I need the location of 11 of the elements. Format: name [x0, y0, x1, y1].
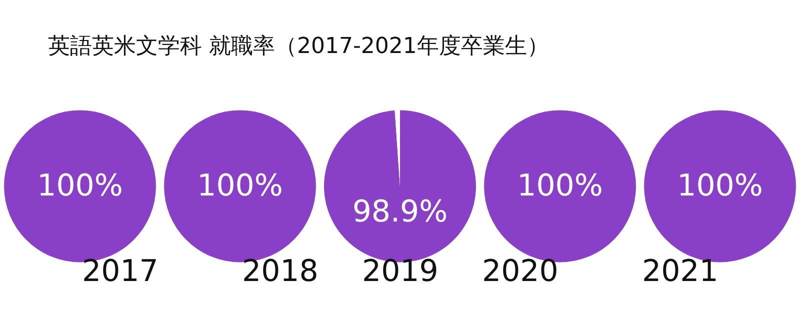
text: 2021 — [642, 254, 718, 289]
data-label: 98.9% — [352, 194, 448, 230]
text: 2020 — [482, 254, 558, 289]
data-label: 100% — [37, 168, 123, 204]
data-label: 100% — [517, 168, 603, 204]
text: 2017 — [82, 254, 158, 289]
text: 英語英米文学科 就職率（2017-2021年度卒業生） — [48, 34, 549, 59]
text: 2019 — [362, 254, 438, 289]
data-label: 100% — [677, 168, 763, 204]
text: 2018 — [242, 254, 318, 289]
data-label: 100% — [197, 168, 283, 204]
